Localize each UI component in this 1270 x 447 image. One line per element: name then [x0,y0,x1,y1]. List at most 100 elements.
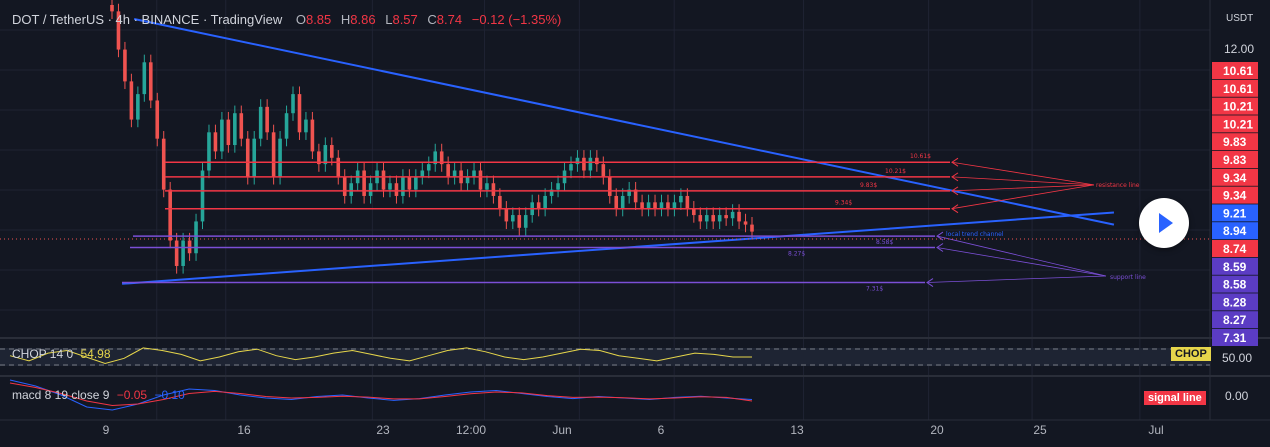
candle-body [582,157,586,171]
candle-body [569,164,573,171]
change-value: −0.12 (−1.35%) [471,12,562,27]
support-annotation: support line [1110,274,1146,281]
candle-body [297,94,302,133]
high-value: 8.86 [350,12,376,27]
price-axis-currency: USDT [1226,13,1253,24]
signal-series-line [9,382,753,407]
candle-body [342,176,347,196]
price-label-box [1212,222,1258,240]
resistance-arrow-3 [951,184,1095,210]
candle-body [511,215,515,222]
price-label-box [1212,275,1258,293]
resistance-label-3: 9.34$ [835,200,852,207]
symbol-title[interactable]: DOT / TetherUS · 4h · BINANCE · TradingV… [12,12,283,27]
candle-body [116,11,121,50]
candle-body [523,215,528,228]
candle-body [543,195,547,209]
candle-body [407,176,412,190]
candle-body [549,189,554,196]
price-label-box [1212,293,1258,311]
candle-body [129,81,134,120]
time-axis-label-6: 13 [790,423,804,437]
high-label: H [340,12,351,27]
candle-body [653,202,657,209]
low-label: L [385,12,393,27]
time-axis-label-4: Jun [552,423,571,437]
candle-body [452,170,457,177]
price-label-15: 7.31 [1223,331,1247,345]
candle-body [711,215,716,222]
time-axis-label-1: 16 [237,423,251,437]
candle-body [666,202,670,209]
price-label-5: 9.83 [1223,153,1247,167]
candle-body [717,215,722,222]
candle-body [601,164,606,177]
chop-series-line [9,347,753,365]
candle-body [588,157,593,171]
candle-body [575,157,580,165]
close-label: C [427,12,437,27]
candle-body [536,202,541,209]
open-value: 8.85 [305,12,332,27]
time-axis-label-7: 20 [930,423,944,437]
candle-body [491,183,496,196]
candle-body [304,119,308,133]
candle-body [426,164,431,171]
candle-body [465,176,470,184]
candle-body [123,49,127,82]
candle-body [200,170,205,222]
candle-body [517,215,522,228]
candle-body [472,170,476,177]
price-label-box [1212,329,1258,346]
chop-badge: CHOP [1171,347,1211,361]
time-axis-label-8: 25 [1033,423,1047,437]
price-label-4: 9.83 [1223,135,1247,149]
play-button[interactable] [1139,198,1189,248]
price-label-box [1212,97,1258,115]
candle-body [284,113,289,139]
support-arrow-1 [936,247,1107,277]
candle-body [556,183,560,190]
trend-annotation: local trend channel [946,231,1004,238]
price-label-9: 8.94 [1223,224,1247,238]
candle-body [414,176,418,190]
candle-body [110,5,114,12]
time-axis-label-2: 23 [376,423,390,437]
candle-body [485,183,489,190]
candle-body [148,62,153,101]
macd-legend[interactable]: macd 8 19 close 9 −0.05 −0.10 [12,388,185,402]
candle-body [265,106,269,133]
price-label-box [1212,240,1258,257]
macd-value-2: −0.10 [154,388,185,402]
price-label-box [1212,204,1258,222]
trendline-0 [133,18,1115,226]
candle-body [245,138,250,177]
chop-label: CHOP 14 0 [12,347,74,361]
price-label-1: 10.61 [1223,82,1253,96]
chop-legend[interactable]: CHOP 14 0 54.98 [12,347,111,361]
price-label-13: 8.28 [1223,295,1247,309]
candle-body [640,202,644,209]
candle-body [239,113,244,139]
price-label-6: 9.34 [1223,171,1247,185]
candle-body [620,195,625,209]
macd-value-1: −0.05 [116,388,148,402]
price-label-box [1212,257,1258,275]
resistance-arrow-0 [951,161,1095,186]
support-arrow-2 [926,275,1107,283]
candle-body [161,138,166,190]
candle-body [271,132,276,177]
candle-body [362,170,366,196]
candle-body [349,183,353,196]
candle-body [504,208,509,222]
candle-body [498,195,502,209]
price-label-10: 8.74 [1223,242,1247,256]
chart-header: DOT / TetherUS · 4h · BINANCE · TradingV… [12,12,561,27]
candle-body [136,94,140,120]
price-label-14: 8.27 [1223,313,1247,327]
candle-body [207,132,211,171]
candle-body [168,189,172,241]
price-label-box [1212,115,1258,133]
